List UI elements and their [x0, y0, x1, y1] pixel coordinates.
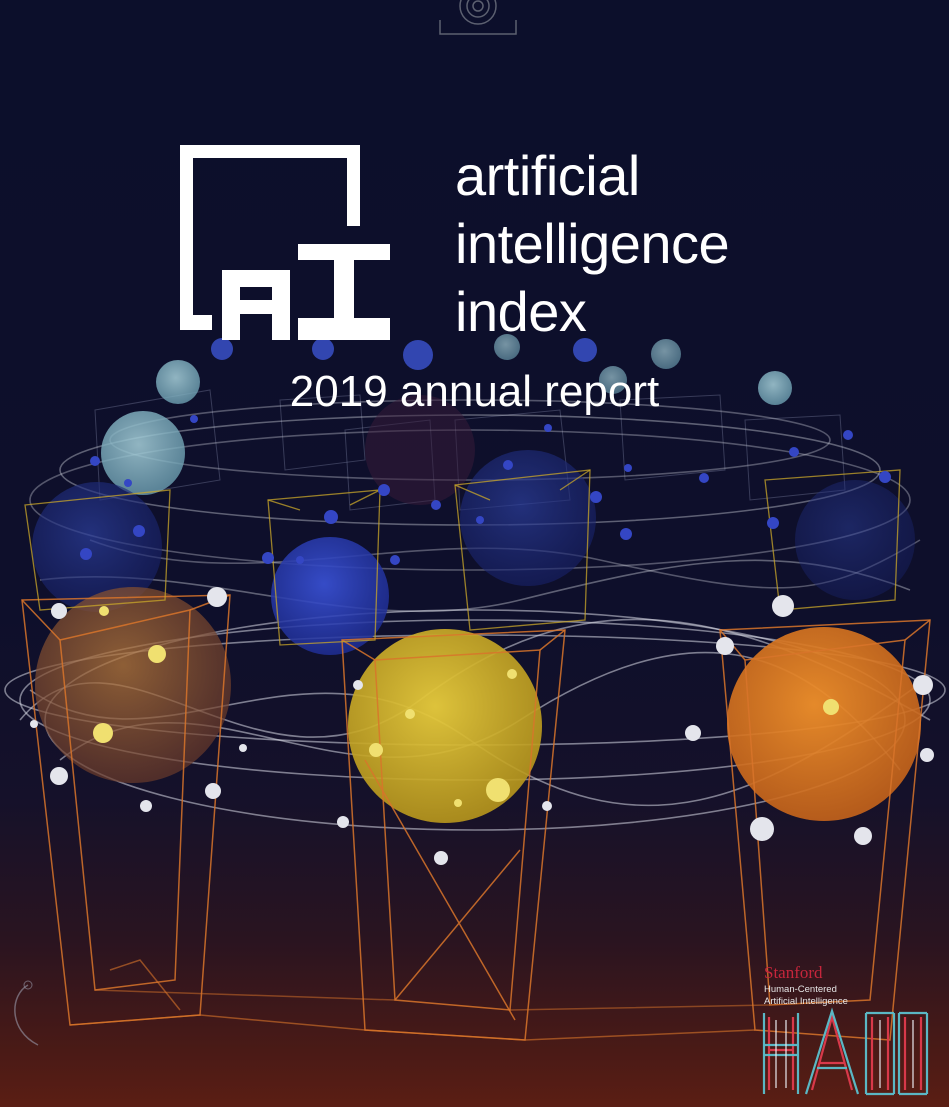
logo-word-artificial: artificial: [455, 144, 640, 207]
publisher-line-2: Artificial Intelligence: [764, 996, 848, 1007]
upper-wireframes: [24, 469, 901, 646]
top-emblem-icon: [439, 0, 517, 35]
ai-logo-mark: [180, 145, 390, 340]
wireframe-prisms: [21, 594, 931, 1041]
logo-word-index: index: [455, 280, 587, 343]
data-spheres: [32, 334, 921, 823]
hai-logo-mark: [762, 1007, 929, 1096]
publisher-name: Stanford: [764, 963, 823, 982]
network-nodes: [30, 415, 934, 865]
corner-arc: [14, 984, 39, 1046]
publisher-line-1: Human-Centered: [764, 984, 837, 995]
logo-word-intelligence: intelligence: [455, 212, 730, 275]
report-subtitle: 2019 annual report: [289, 367, 660, 416]
